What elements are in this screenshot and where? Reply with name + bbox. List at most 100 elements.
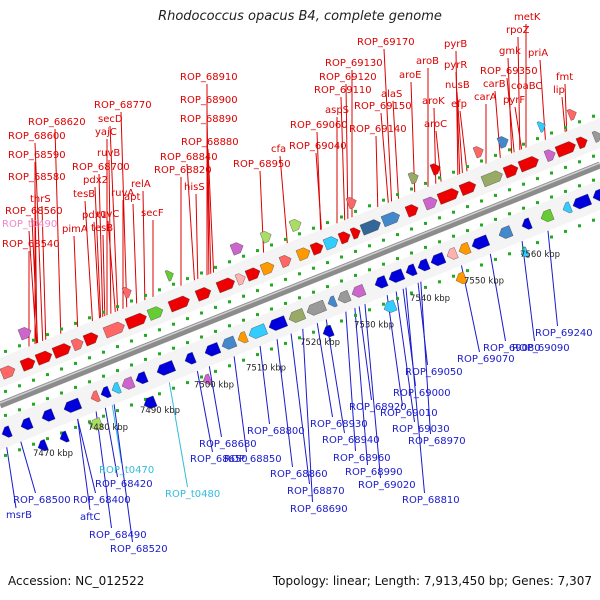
tick-dot <box>298 272 301 276</box>
reverse-gene <box>351 284 367 298</box>
tick-dot <box>144 397 147 401</box>
tick-dot <box>396 257 399 261</box>
top-gene-label: relA <box>131 179 151 190</box>
tick-dot <box>32 442 35 446</box>
top-gene-label: ROP_69170 <box>357 37 415 48</box>
tick-dot <box>158 352 161 356</box>
tick-dot <box>172 322 175 326</box>
top-gene-label: thrS <box>30 194 51 205</box>
bottom-label-connector <box>208 361 222 438</box>
tick-dot <box>592 114 595 118</box>
bottom-gene-label: ROP_68680 <box>199 439 257 450</box>
reverse-gene <box>59 430 70 443</box>
tick-dot <box>326 221 329 225</box>
tick-dot <box>200 375 203 379</box>
scale-label: 7510 kbp <box>246 364 286 374</box>
top-gene-label: aroB <box>416 56 439 67</box>
bottom-gene-label: ROP_68810 <box>402 495 460 506</box>
reverse-gene <box>455 271 468 285</box>
tick-dot <box>494 257 497 261</box>
forward-gene <box>337 231 351 245</box>
top-gene-label: ROP_t0490 <box>2 219 57 230</box>
reverse-gene <box>498 225 514 239</box>
tick-dot <box>312 226 315 230</box>
scale-labels: 7470 kbp 7480 kbp 7490 kbp 7500 kbp 7510 kbp… <box>33 250 560 459</box>
top-gene-label: ruvA <box>111 188 134 199</box>
tick-dot <box>550 195 553 199</box>
top-gene-label: ROP_69060 <box>290 120 348 131</box>
diagram-title: Rhodococcus opacus B4, complete genome <box>158 9 442 24</box>
bottom-label-connector <box>76 414 96 494</box>
bottom-gene-label: ROP_69000 <box>393 388 451 399</box>
top-label-connector <box>186 163 196 290</box>
tick-dot <box>256 289 259 293</box>
tick-dot <box>312 330 315 334</box>
reverse-gene <box>388 268 406 283</box>
tick-dot <box>424 221 427 225</box>
top-label-connector <box>93 221 101 328</box>
bottom-gene-label: ROP_68920 <box>349 402 407 413</box>
tick-dot <box>508 212 511 216</box>
tick-dot <box>368 244 371 248</box>
top-label-connector <box>340 96 346 230</box>
tick-dot <box>228 364 231 368</box>
tick-dot <box>312 290 315 294</box>
top-gene-label: ROP_68880 <box>181 137 239 148</box>
tick-dot <box>46 333 49 337</box>
top-gene-label: ROP_69120 <box>319 72 377 83</box>
tick-dot <box>284 237 287 241</box>
tick-dot <box>592 154 595 158</box>
tick-dot <box>18 384 21 388</box>
reverse-gene <box>471 234 491 250</box>
tick-dot <box>550 171 553 175</box>
tick-dot <box>298 336 301 340</box>
top-gene-label: ROP_68620 <box>28 117 86 128</box>
forward-gene <box>167 295 190 313</box>
bottom-gene-label: ROP_68930 <box>310 419 368 430</box>
top-label-connector <box>383 48 393 211</box>
tick-dot <box>256 353 259 357</box>
forward-gene <box>164 270 174 282</box>
reverse-gene <box>156 360 176 376</box>
tick-dot <box>452 170 455 174</box>
top-gene-label: efp <box>451 99 467 110</box>
bottom-label-connector <box>76 414 91 511</box>
top-gene-label: ROP_68580 <box>8 172 66 183</box>
scale-label: 7500 kbp <box>194 380 234 390</box>
tick-dot <box>382 302 385 306</box>
scale-label: 7530 kbp <box>354 320 394 330</box>
tick-dot <box>578 184 581 188</box>
bottom-gene-label: ROP_68800 <box>247 426 305 437</box>
tick-dot <box>592 178 595 182</box>
bottom-gene-label: ROP_68850 <box>224 454 282 465</box>
forward-gene <box>407 172 419 185</box>
top-label-connector <box>84 200 94 330</box>
tick-dot <box>340 255 343 259</box>
tick-dot <box>116 409 119 413</box>
bottom-gene-label: ROP_68500 <box>13 495 71 506</box>
bottom-gene-label: ROP_t0480 <box>165 489 220 500</box>
tick-dot <box>270 283 273 287</box>
tick-dot <box>368 204 371 208</box>
tick-dot <box>326 285 329 289</box>
tick-dot <box>116 305 119 309</box>
forward-gene <box>554 141 576 158</box>
tick-dot <box>564 165 567 169</box>
tick-dot <box>382 262 385 266</box>
scale-label: 7470 kbp <box>33 449 73 459</box>
tick-dot <box>466 205 469 209</box>
tick-dot <box>382 198 385 202</box>
tick-dot <box>186 381 189 385</box>
tick-dot <box>396 193 399 197</box>
tick-dot <box>130 363 133 367</box>
tick-dot <box>228 260 231 264</box>
tick-dot <box>312 266 315 270</box>
tick-dot <box>424 285 427 289</box>
bottom-label-connector <box>302 323 313 503</box>
top-label-connector <box>31 217 39 352</box>
forward-gene <box>502 164 519 179</box>
top-gene-label: tesB <box>91 223 113 234</box>
tick-dot <box>536 177 539 181</box>
top-gene-label: ROP_69150 <box>354 101 412 112</box>
